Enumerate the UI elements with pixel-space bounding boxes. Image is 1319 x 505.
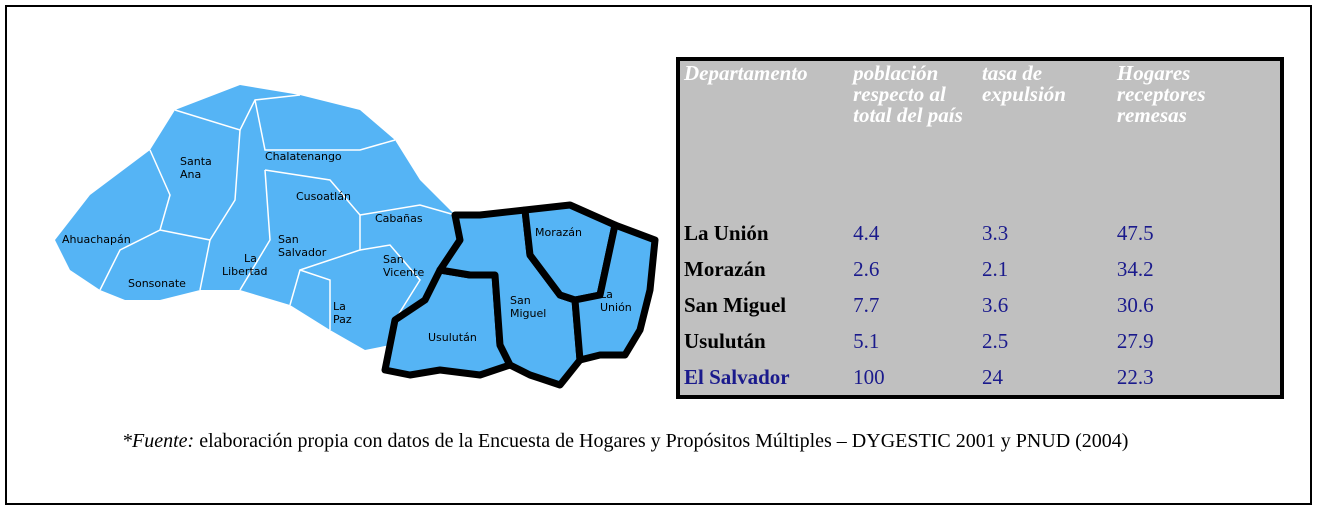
value-cell: 7.7 <box>853 292 880 317</box>
map-label: Paz <box>333 313 352 326</box>
map-label: San <box>278 233 299 246</box>
west-region <box>55 85 460 350</box>
map-label: La <box>333 300 346 313</box>
header-cell: población respecto al total del país <box>853 61 963 127</box>
table-row: El Salvador 100 24 22.3 <box>678 359 1282 397</box>
header-cell: tasa de expulsión <box>981 61 1066 106</box>
table-row: San Miguel 7.7 3.6 30.6 <box>678 287 1282 323</box>
map-label: Morazán <box>535 226 582 239</box>
name-cell: El Salvador <box>684 364 790 389</box>
page: Santa Ana Chalatenango Cusoatlán Cabañas Ahua… <box>5 5 1312 505</box>
value-cell: 3.6 <box>981 292 1009 317</box>
footnote: *Fuente: elaboración propia con datos de… <box>122 428 1302 454</box>
value-cell: 2.6 <box>853 256 880 281</box>
value-cell: 47.5 <box>1116 220 1154 245</box>
table-row: Usulután 5.1 2.5 27.9 <box>678 323 1282 359</box>
map-label: Ana <box>180 168 201 181</box>
inner-borders <box>99 94 456 330</box>
map-label: Libertad <box>222 265 268 278</box>
map-label: Chalatenango <box>265 150 342 163</box>
value-cell: 3.3 <box>981 220 1009 245</box>
map-label: Cusoatlán <box>296 190 351 203</box>
map-label: Miguel <box>510 307 546 320</box>
value-cell: 2.1 <box>981 256 1009 281</box>
map-label: San <box>383 253 404 266</box>
data-table: Departamento población respecto al total … <box>676 57 1284 399</box>
name-cell: La Unión <box>684 220 769 245</box>
map-label: Salvador <box>278 246 327 259</box>
east-region <box>381 201 659 389</box>
name-cell: Usulután <box>684 328 766 353</box>
table-row: La Unión 4.4 3.3 47.5 <box>678 215 1282 251</box>
value-cell: 2.5 <box>981 328 1009 353</box>
table-body: La Unión 4.4 3.3 47.5 Morazán 2.6 2.1 34.2 San M… <box>678 215 1282 397</box>
name-cell: San Miguel <box>684 292 787 317</box>
value-cell: 4.4 <box>853 220 880 245</box>
map-label: La <box>244 252 257 265</box>
header-row: Departamento población respecto al total … <box>678 59 1282 215</box>
value-cell: 34.2 <box>1116 256 1154 281</box>
name-cell: Morazán <box>684 256 766 281</box>
header-cell: Departamento <box>684 61 808 85</box>
map-label: Vicente <box>383 266 424 279</box>
value-cell: 24 <box>981 364 1003 389</box>
map-label: Unión <box>600 301 632 314</box>
value-cell: 100 <box>853 364 885 389</box>
value-cell: 5.1 <box>853 328 880 353</box>
table-row: Morazán 2.6 2.1 34.2 <box>678 251 1282 287</box>
value-cell: 30.6 <box>1116 292 1154 317</box>
map-label: Usulután <box>428 331 477 344</box>
footnote-text: elaboración propia con datos de la Encue… <box>199 430 1129 452</box>
map-label: Cabañas <box>375 212 423 225</box>
map-label: La <box>600 288 613 301</box>
value-cell: 27.9 <box>1116 328 1154 353</box>
map-label: San <box>510 294 531 307</box>
header-cell: Hogares receptores remesas <box>1116 61 1206 127</box>
map-label: Sonsonate <box>128 277 186 290</box>
source-label: *Fuente: <box>122 430 195 452</box>
map-label: Ahuachapán <box>62 233 131 246</box>
map-label: Santa <box>180 155 212 168</box>
value-cell: 22.3 <box>1116 364 1154 389</box>
